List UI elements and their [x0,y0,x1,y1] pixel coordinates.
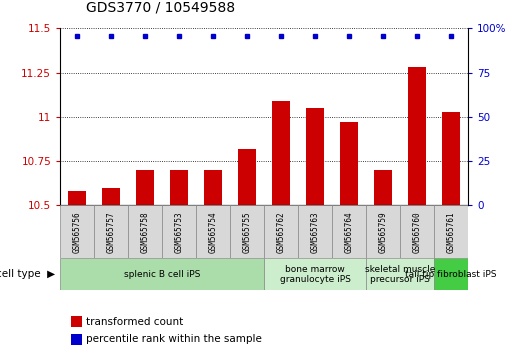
Text: GSM565757: GSM565757 [107,211,116,253]
Bar [366,205,400,258]
Text: GSM565755: GSM565755 [243,211,252,253]
Text: tail tip fibroblast iPS: tail tip fibroblast iPS [405,270,497,279]
Text: transformed count: transformed count [86,317,184,327]
Bar [264,258,366,290]
Text: bone marrow
granulocyte iPS: bone marrow granulocyte iPS [280,265,350,284]
Bar [434,258,468,290]
Text: percentile rank within the sample: percentile rank within the sample [86,335,262,344]
Bar [136,170,154,205]
Bar [230,205,264,258]
Text: cell type  ▶: cell type ▶ [0,269,55,279]
Bar [170,170,188,205]
Bar [306,108,324,205]
Bar [408,67,426,205]
Bar [332,205,366,258]
Bar [434,205,468,258]
Bar [366,258,434,290]
Text: GSM565758: GSM565758 [141,211,150,253]
Bar [94,205,128,258]
Bar [298,205,332,258]
Text: GDS3770 / 10549588: GDS3770 / 10549588 [86,0,235,14]
Text: GSM565760: GSM565760 [413,211,422,253]
Text: GSM565762: GSM565762 [277,211,286,253]
Text: GSM565759: GSM565759 [379,211,388,253]
Bar [204,170,222,205]
Bar [60,205,94,258]
Text: GSM565763: GSM565763 [311,211,320,253]
Bar [128,205,162,258]
Text: skeletal muscle
precursor iPS: skeletal muscle precursor iPS [365,265,435,284]
Bar [102,188,120,205]
Bar [264,205,298,258]
Bar [374,170,392,205]
Text: GSM565753: GSM565753 [175,211,184,253]
Text: splenic B cell iPS: splenic B cell iPS [124,270,200,279]
Bar [60,258,264,290]
Text: GSM565754: GSM565754 [209,211,218,253]
Bar [340,122,358,205]
Text: GSM565764: GSM565764 [345,211,354,253]
Bar [162,205,196,258]
Bar [196,205,230,258]
Bar [442,112,460,205]
Bar [68,191,86,205]
Bar [400,205,434,258]
Bar [238,149,256,205]
Text: GSM565756: GSM565756 [73,211,82,253]
Text: GSM565761: GSM565761 [447,211,456,253]
Bar [272,101,290,205]
